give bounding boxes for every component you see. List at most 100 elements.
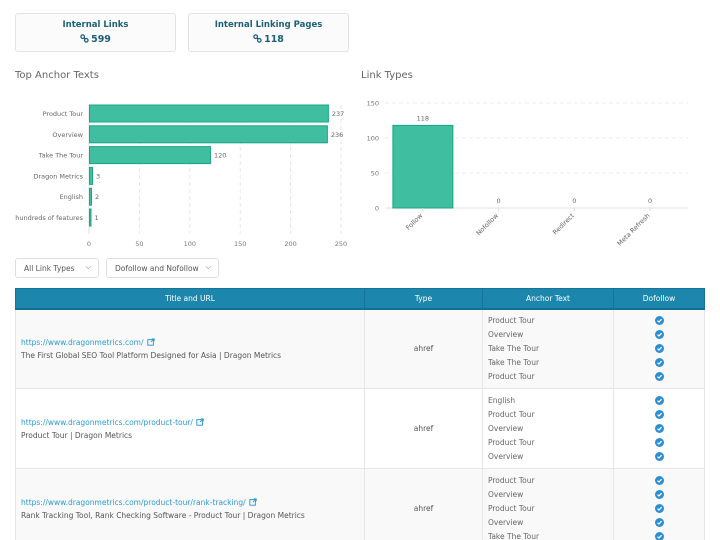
- stat-card-internal-linking-pages: Internal Linking Pages 118: [188, 13, 349, 52]
- link-types-title: Link Types: [361, 70, 413, 81]
- external-link-icon[interactable]: [196, 417, 204, 428]
- bar: [89, 104, 329, 123]
- link-type: ahref: [364, 388, 483, 469]
- page-url-link[interactable]: https://www.dragonmetrics.com/: [21, 337, 144, 347]
- follow-select[interactable]: Dofollow and Nofollow ⌵: [106, 258, 219, 278]
- anchor-text: Product Tour: [488, 371, 535, 381]
- category-label: Product Tour: [43, 110, 84, 118]
- anchor-text: Overview: [488, 329, 524, 339]
- dofollow-check-icon: [614, 450, 704, 464]
- x-tick-label: Redirect: [551, 211, 576, 236]
- anchor-text: Take The Tour: [488, 357, 540, 367]
- page-url-link[interactable]: https://www.dragonmetrics.com/product-to…: [21, 417, 193, 427]
- stat-value: 118: [264, 34, 284, 45]
- data-label: 236: [331, 131, 343, 139]
- dofollow-check-icon: [614, 516, 704, 530]
- category-label: English: [60, 193, 83, 201]
- links-table: Title and URL Type Anchor Text Dofollow …: [15, 288, 705, 540]
- x-tick-label: 150: [234, 240, 246, 248]
- link-type-select[interactable]: All Link Types ⌵: [15, 258, 99, 278]
- data-label: 2: [95, 193, 99, 201]
- stat-label: Internal Links: [62, 20, 129, 30]
- data-label: 0: [648, 197, 652, 205]
- data-label: 3: [96, 172, 100, 180]
- anchor-text: Overview: [488, 451, 524, 461]
- dofollow-check-icon: [614, 422, 704, 436]
- data-label: 118: [417, 114, 429, 122]
- chevron-down-icon: ⌵: [85, 263, 91, 271]
- link-icon: [253, 34, 262, 46]
- anchor-text: Product Tour: [488, 315, 535, 325]
- x-tick-label: Meta Refresh: [616, 212, 652, 248]
- bar: [89, 146, 211, 165]
- y-tick-label: 150: [367, 100, 379, 108]
- link-type: ahref: [364, 468, 483, 540]
- bar: [392, 124, 454, 209]
- chevron-down-icon: ⌵: [205, 263, 211, 271]
- data-label: 0: [572, 197, 576, 205]
- dofollow-check-icon: [614, 530, 704, 540]
- anchor-text: Overview: [488, 423, 524, 433]
- anchor-text: Product Tour: [488, 475, 535, 485]
- col-type[interactable]: Type: [364, 288, 483, 310]
- x-tick-label: 200: [284, 240, 296, 248]
- dofollow-check-icon: [614, 370, 704, 384]
- dofollow-check-icon: [614, 394, 704, 408]
- bar: [89, 208, 92, 227]
- external-link-icon[interactable]: [248, 497, 257, 508]
- data-label: 120: [214, 152, 226, 160]
- dofollow-check-icon: [614, 342, 704, 356]
- page-title: Product Tour | Dragon Metrics: [21, 430, 133, 440]
- table-row: https://www.dragonmetrics.com/product-to…: [15, 468, 705, 540]
- dofollow-check-icon: [614, 328, 704, 342]
- x-tick-label: 0: [87, 240, 91, 248]
- anchor-texts-title: Top Anchor Texts: [15, 70, 99, 81]
- link-icon: [80, 34, 89, 46]
- data-label: 0: [497, 197, 501, 205]
- stat-label: Internal Linking Pages: [214, 20, 323, 30]
- category-label: Take The Tour: [38, 152, 84, 160]
- x-tick-label: Nofollow: [475, 211, 501, 237]
- anchor-text: Product Tour: [488, 409, 535, 419]
- x-tick-label: 100: [184, 240, 196, 248]
- stat-card-internal-links: Internal Links 599: [15, 13, 176, 52]
- page-title: Rank Tracking Tool, Rank Checking Softwa…: [21, 510, 305, 520]
- stat-value: 599: [91, 34, 111, 45]
- anchor-text: Overview: [488, 517, 524, 527]
- y-tick-label: 100: [367, 135, 379, 143]
- y-tick-label: 50: [371, 170, 379, 178]
- anchor-text: Product Tour: [488, 437, 535, 447]
- table-row: https://www.dragonmetrics.com/The First …: [15, 308, 705, 389]
- link-types-chart: 0 50 100 150 118 Follow 0 Nofollow 0 Redirect 0 Met…: [367, 100, 688, 248]
- page-title: The First Global SEO Tool Platform Desig…: [21, 350, 282, 360]
- data-label: 1: [95, 214, 99, 222]
- dofollow-check-icon: [614, 408, 704, 422]
- external-link-icon[interactable]: [146, 338, 155, 348]
- bar: [89, 187, 93, 206]
- col-anchor-text[interactable]: Anchor Text: [482, 288, 614, 310]
- x-tick-label: Follow: [404, 211, 425, 232]
- category-label: Overview: [52, 131, 83, 139]
- dofollow-check-icon: [614, 502, 704, 516]
- anchor-text: English: [488, 395, 516, 405]
- anchor-text: Overview: [488, 489, 524, 499]
- dofollow-check-icon: [614, 488, 704, 502]
- anchor-text: Product Tour: [488, 503, 535, 513]
- anchor-text: Take The Tour: [488, 343, 540, 353]
- dofollow-check-icon: [614, 314, 704, 328]
- dofollow-check-icon: [614, 356, 704, 370]
- category-label: hundreds of features: [15, 214, 83, 222]
- col-dofollow[interactable]: Dofollow: [613, 288, 705, 310]
- bar: [89, 125, 328, 144]
- dofollow-check-icon: [614, 436, 704, 450]
- y-tick-label: 0: [375, 205, 379, 213]
- link-type: ahref: [364, 308, 483, 389]
- x-tick-label: 250: [335, 240, 347, 248]
- data-label: 237: [332, 110, 344, 118]
- bar: [89, 166, 94, 185]
- dofollow-check-icon: [614, 474, 704, 488]
- col-title-url[interactable]: Title and URL: [15, 288, 365, 310]
- page-url-link[interactable]: https://www.dragonmetrics.com/product-to…: [21, 497, 246, 507]
- category-label: Dragon Metrics: [33, 172, 83, 180]
